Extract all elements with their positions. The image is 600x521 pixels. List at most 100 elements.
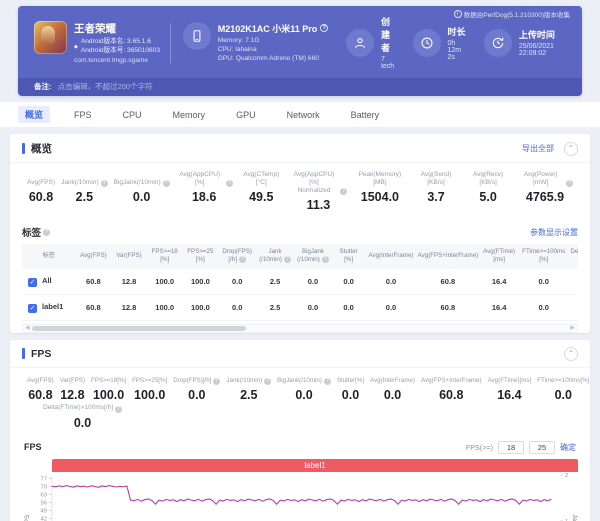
- tab-GPU[interactable]: GPU: [236, 109, 256, 120]
- svg-text:70: 70: [41, 484, 47, 490]
- stat-label: Var(FPS): [59, 376, 86, 384]
- row-checkbox[interactable]: ✓: [28, 303, 37, 313]
- labels-section-header: 标签 ? 参数显示设置: [10, 218, 590, 244]
- diamond-icon: ◆: [74, 43, 78, 50]
- overview-card-header: 概览 导出全部 ⌃: [10, 134, 590, 163]
- table-column-header: FPS>=25 [%]: [182, 244, 219, 269]
- collapse-fps-button[interactable]: ⌃: [564, 346, 578, 361]
- table-column-header: Avg(FPS+InterFrame): [416, 244, 480, 269]
- scroll-left-arrow-icon[interactable]: ◀: [25, 325, 30, 331]
- tab-CPU[interactable]: CPU: [122, 109, 142, 120]
- stat-value: 18.6: [191, 190, 217, 205]
- table-cell: 100.0: [182, 294, 219, 321]
- stat-item: Avg(Recv)[KB/s] 5.0: [462, 171, 514, 212]
- info-icon[interactable]: ?: [321, 256, 329, 264]
- stat-label: Jank(/10min)?: [226, 376, 272, 385]
- fps-threshold-label: FPS(>=): [465, 442, 493, 452]
- info-icon[interactable]: ?: [323, 377, 331, 385]
- table-scroll-thumb[interactable]: [32, 325, 247, 331]
- table-column-header: FPS>=18 [%]: [146, 244, 183, 269]
- stat-value: 0.0: [383, 387, 402, 402]
- stat-value: 3.7: [427, 190, 445, 205]
- tab-FPS[interactable]: FPS: [74, 109, 92, 120]
- table-cell: 0.0: [294, 294, 332, 321]
- duration-value: 0h 12m 2s: [447, 39, 462, 61]
- info-icon[interactable]: ?: [100, 180, 108, 187]
- info-icon[interactable]: ?: [225, 180, 233, 188]
- stat-value: 60.8: [28, 190, 54, 204]
- fps-threshold-input-1[interactable]: [498, 440, 524, 454]
- tab-Network[interactable]: Network: [286, 109, 320, 120]
- stat-item: Jank(/10min)? 2.5: [58, 171, 111, 212]
- table-column-header: Stutter [%]: [331, 244, 366, 269]
- stat-item: Avg(FTime)[ms] 16.4: [485, 376, 535, 402]
- display-settings-link[interactable]: 参数显示设置: [530, 227, 578, 237]
- scroll-right-arrow-icon[interactable]: ▶: [570, 325, 575, 331]
- info-icon[interactable]: ?: [238, 256, 246, 264]
- notes-bar[interactable]: 备注: 点击编辑，不超过200个字符: [18, 78, 582, 96]
- info-icon[interactable]: ?: [264, 377, 272, 385]
- stat-label: Delta(FTime)>100ms[/h]?: [43, 404, 123, 413]
- stat-label: Avg(FPS): [27, 178, 56, 186]
- table-column-header: Jank (/10min)?: [256, 244, 295, 269]
- tab-Memory[interactable]: Memory: [172, 109, 206, 120]
- export-all-link[interactable]: 导出全部: [522, 144, 554, 153]
- table-cell: 0.0: [365, 294, 417, 321]
- table-column-header: Delta(FTime)>100ms [/h]?: [568, 244, 578, 269]
- stat-label: Avg(InterFrame): [370, 376, 415, 384]
- table-cell: 60.8: [75, 294, 112, 321]
- svg-text:77: 77: [41, 476, 47, 482]
- stat-item: Drop(FPS)[/h]? 0.0: [170, 376, 223, 402]
- table-cell: 100.0: [146, 268, 183, 295]
- table-horizontal-scrollbar[interactable]: ◀ ▶: [22, 323, 578, 333]
- table-cell: 0.0: [519, 268, 569, 295]
- stat-label: Avg(Send)[KB/s]: [420, 171, 452, 187]
- confirm-button[interactable]: 确定: [560, 442, 576, 452]
- fps-title: FPS: [31, 347, 52, 360]
- fps-threshold-input-2[interactable]: [529, 440, 555, 454]
- table-cell: 60.8: [75, 268, 112, 295]
- info-icon[interactable]: ?: [566, 180, 573, 188]
- tab-Battery[interactable]: Battery: [350, 109, 380, 120]
- app-version-code: Android版本号: 365010603: [80, 46, 161, 54]
- fps-chart-title: FPS: [24, 442, 42, 452]
- collapse-overview-button[interactable]: ⌃: [564, 141, 578, 156]
- stat-value: 100.0: [134, 387, 166, 402]
- stat-label: Avg(AppCPU)[%] Normalized?: [293, 171, 347, 196]
- stat-label: BigJank(/10min)?: [277, 376, 331, 385]
- notes-label: 备注:: [34, 82, 52, 91]
- report-header: i 数据由PerfDog(5.1.210300)版本收集 王者荣耀 ◆ Andr…: [18, 6, 582, 96]
- tab-概览[interactable]: 概览: [18, 106, 51, 123]
- row-checkbox[interactable]: ✓: [28, 277, 37, 287]
- table-cell: 60.8: [416, 294, 480, 321]
- stat-value: 60.8: [439, 387, 464, 402]
- table-cell: 0.0: [294, 268, 332, 295]
- info-icon[interactable]: ?: [115, 405, 123, 413]
- stat-value: 12.8: [60, 387, 85, 402]
- stat-item: Avg(FPS) 60.8: [24, 376, 57, 402]
- stat-label: Avg(FPS): [27, 376, 54, 384]
- info-icon[interactable]: ?: [213, 377, 221, 385]
- stat-value: 2.5: [75, 190, 94, 204]
- stat-item: Avg(FPS+InterFrame) 60.8: [418, 376, 485, 402]
- info-icon[interactable]: ?: [340, 188, 347, 196]
- table-cell: 0.0: [519, 294, 569, 321]
- table-column-header: FTime>=100ms [%]: [519, 244, 569, 269]
- person-icon: [345, 28, 374, 57]
- upload-time-block: 上传时间 25/06/2021 22:09:02: [483, 28, 568, 57]
- perfdog-report-page: i 数据由PerfDog(5.1.210300)版本收集 王者荣耀 ◆ Andr…: [0, 6, 600, 521]
- info-icon: ?: [320, 24, 329, 33]
- svg-text:49: 49: [41, 508, 47, 514]
- info-icon[interactable]: ?: [283, 256, 291, 264]
- stat-label: Avg(AppCPU)[%]?: [179, 171, 233, 188]
- info-icon[interactable]: ?: [162, 180, 170, 187]
- table-column-header: Var(FPS): [111, 244, 147, 269]
- svg-text:FPS: FPS: [24, 514, 31, 521]
- labels-title: 标签: [22, 228, 42, 240]
- app-icon: [34, 20, 67, 54]
- duration-label: 时长: [447, 26, 466, 37]
- stat-value: 49.5: [249, 190, 274, 205]
- stat-label: Avg(Power)[mW]?: [523, 171, 573, 188]
- fps-card-header: FPS ⌃: [10, 340, 590, 368]
- stat-item: FPS>=25[%] 100.0: [129, 376, 170, 402]
